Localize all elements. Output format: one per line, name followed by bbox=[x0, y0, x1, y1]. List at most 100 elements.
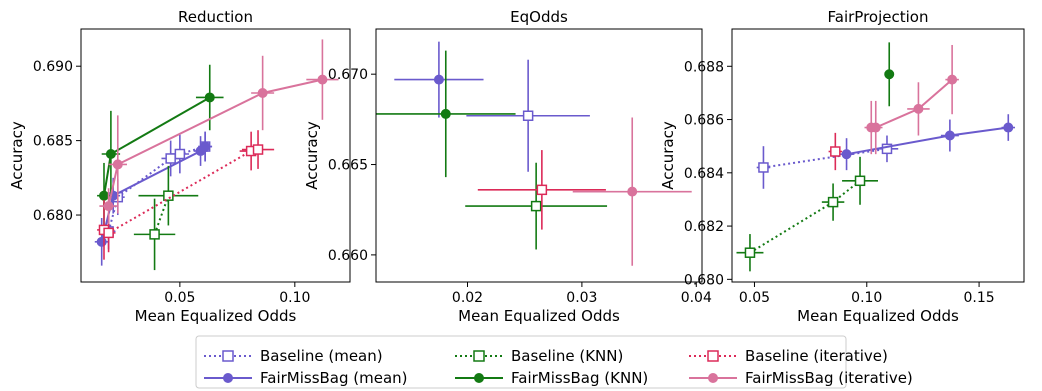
y-axis-label: Accuracy bbox=[303, 121, 321, 190]
data-point bbox=[627, 186, 638, 197]
y-tick-label: 0.690 bbox=[33, 59, 73, 75]
axes-frame bbox=[731, 28, 1025, 283]
panel-eqodds: EqOdds 0.02 0.03 0.04 0.660 0.665 0.670 Mean Eq… bbox=[303, 8, 712, 325]
series-baseline-knn bbox=[133, 165, 199, 271]
panel-title: FairProjection bbox=[828, 8, 929, 26]
x-tick-label: 0.02 bbox=[452, 290, 483, 306]
series-baseline-knn bbox=[465, 162, 608, 250]
series-fairmissbag-iterative bbox=[864, 44, 959, 155]
legend-marker bbox=[473, 350, 485, 362]
series-fairmissbag-iterative bbox=[572, 117, 692, 266]
legend-item-baseline-mean: Baseline (mean) bbox=[204, 347, 383, 365]
x-tick-label: 0.10 bbox=[279, 290, 310, 306]
data-point bbox=[827, 196, 839, 208]
x-tick-label: 0.03 bbox=[566, 290, 597, 306]
y-tick-label: 0.670 bbox=[328, 67, 368, 83]
series-fairmissbag-mean bbox=[394, 41, 484, 118]
plot-area bbox=[376, 41, 692, 266]
data-point bbox=[96, 236, 107, 247]
panel-title: EqOdds bbox=[510, 8, 568, 26]
data-point bbox=[204, 92, 215, 103]
series-line bbox=[763, 147, 888, 169]
plot-area bbox=[736, 42, 1016, 272]
y-axis-label: Accuracy bbox=[659, 121, 677, 190]
series-fairmissbag-knn bbox=[884, 42, 895, 107]
x-tick-label: 0.04 bbox=[681, 290, 712, 306]
y-tick-label: 0.686 bbox=[684, 113, 724, 129]
data-point bbox=[174, 148, 186, 160]
series-fairmissbag-knn bbox=[376, 50, 516, 178]
panel-reduction: Reduction 0.05 0.10 0.680 0.685 0.690 Mean Equ… bbox=[8, 8, 351, 325]
data-point bbox=[870, 122, 881, 133]
legend-item-fairmissbag-knn: FairMissBag (KNN) bbox=[455, 369, 648, 387]
data-point bbox=[103, 227, 114, 239]
axes-frame bbox=[80, 28, 351, 283]
series-line bbox=[153, 195, 170, 235]
data-point bbox=[881, 143, 893, 155]
y-tick-label: 0.685 bbox=[33, 134, 73, 150]
axes-frame bbox=[375, 28, 703, 283]
data-point bbox=[530, 200, 542, 212]
y-tick-label: 0.688 bbox=[684, 59, 724, 75]
data-point bbox=[841, 149, 852, 160]
y-tick-label: 0.682 bbox=[684, 219, 724, 235]
data-point bbox=[913, 103, 924, 114]
data-point bbox=[944, 130, 955, 141]
series-line bbox=[871, 78, 953, 129]
data-point bbox=[830, 146, 841, 157]
data-point bbox=[433, 74, 444, 85]
data-point bbox=[947, 74, 958, 85]
legend-item-baseline-knn: Baseline (KNN) bbox=[455, 347, 623, 365]
data-point bbox=[854, 175, 866, 187]
data-point bbox=[522, 110, 534, 121]
plot-area bbox=[94, 39, 339, 271]
data-point bbox=[165, 153, 176, 164]
x-tick-label: 0.05 bbox=[739, 290, 770, 306]
legend-label: Baseline (KNN) bbox=[511, 347, 623, 365]
legend-marker bbox=[707, 350, 719, 362]
data-point bbox=[536, 184, 548, 196]
data-point bbox=[317, 74, 328, 85]
data-point bbox=[257, 87, 268, 98]
legend-label: Baseline (iterative) bbox=[745, 347, 888, 365]
legend-frame bbox=[195, 335, 847, 389]
data-point bbox=[1003, 122, 1014, 133]
x-axis-label: Mean Equalized Odds bbox=[797, 307, 959, 325]
x-axis-label: Mean Equalized Odds bbox=[458, 307, 620, 325]
legend-item-fairmissbag-mean: FairMissBag (mean) bbox=[204, 369, 408, 387]
legend-item-fairmissbag-iterative: FairMissBag (iterative) bbox=[689, 369, 913, 387]
legend: Baseline (mean) Baseline (KNN) Baseline (i… bbox=[195, 335, 913, 389]
series-line bbox=[103, 96, 211, 196]
legend-item-baseline-iterative: Baseline (iterative) bbox=[689, 347, 888, 365]
data-point bbox=[252, 144, 264, 155]
y-tick-label: 0.665 bbox=[328, 158, 368, 174]
series-fairmissbag-mean bbox=[839, 114, 1016, 171]
legend-label: FairMissBag (KNN) bbox=[511, 369, 648, 387]
series-baseline-knn bbox=[736, 156, 878, 272]
legend-marker bbox=[474, 373, 484, 383]
x-axis-label: Mean Equalized Odds bbox=[135, 307, 297, 325]
data-point bbox=[200, 141, 211, 152]
series-line bbox=[107, 145, 206, 232]
series-baseline-iterative bbox=[828, 132, 843, 171]
data-point bbox=[112, 159, 123, 170]
x-tick-label: 0.15 bbox=[963, 290, 994, 306]
y-tick-label: 0.684 bbox=[684, 166, 724, 182]
series-baseline-mean bbox=[466, 59, 590, 172]
series-baseline-mean bbox=[756, 135, 899, 189]
y-tick-label: 0.660 bbox=[328, 248, 368, 264]
data-point bbox=[884, 69, 895, 80]
legend-marker bbox=[222, 350, 234, 362]
series-baseline-iterative bbox=[97, 130, 275, 260]
series-fairmissbag-iterative bbox=[99, 39, 339, 224]
legend-label: FairMissBag (iterative) bbox=[745, 369, 913, 387]
data-point bbox=[103, 201, 114, 212]
x-tick-label: 0.05 bbox=[164, 290, 195, 306]
series-line bbox=[107, 78, 323, 207]
y-axis-label: Accuracy bbox=[8, 121, 26, 190]
data-point bbox=[758, 162, 769, 173]
y-tick-label: 0.680 bbox=[33, 208, 73, 224]
legend-label: Baseline (mean) bbox=[260, 347, 383, 365]
legend-label: FairMissBag (mean) bbox=[260, 369, 408, 387]
